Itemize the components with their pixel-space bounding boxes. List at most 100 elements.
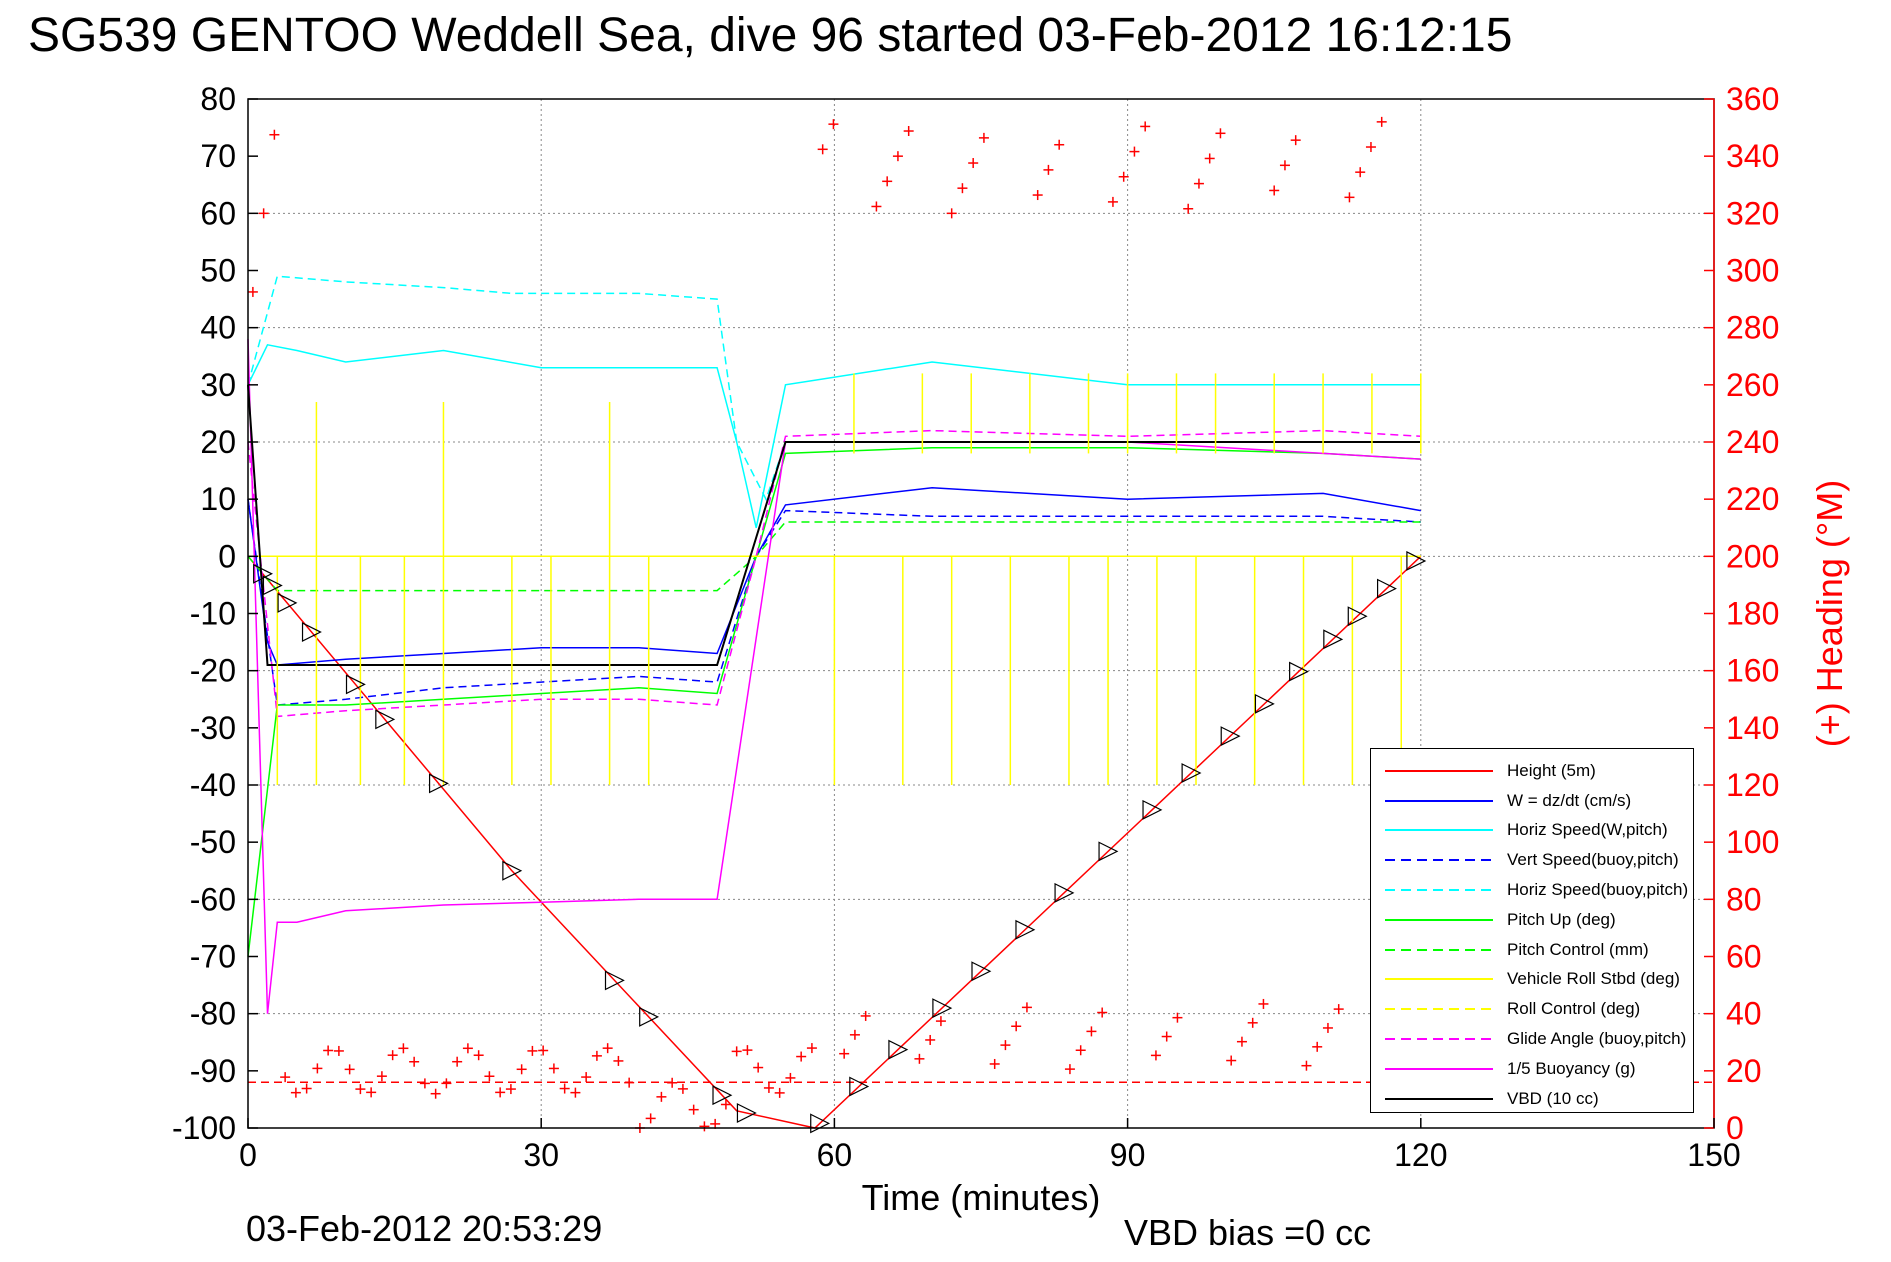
- legend-item: Horiz Speed(W,pitch): [1371, 816, 1693, 846]
- legend-swatch: [1385, 799, 1493, 802]
- y-tick-label-left: -30: [190, 710, 236, 746]
- heading-point: [591, 1050, 602, 1061]
- heading-point: [710, 1118, 721, 1129]
- heading-point: [344, 1064, 355, 1075]
- x-tick-label: 30: [523, 1137, 559, 1173]
- triangle-marker: [1098, 841, 1119, 862]
- y-tick-label-right: 240: [1726, 424, 1779, 460]
- heading-point: [914, 1053, 925, 1064]
- heading-point: [290, 1087, 301, 1098]
- heading-point: [860, 1010, 871, 1021]
- x-axis-label: Time (minutes): [862, 1177, 1101, 1218]
- heading-point: [1290, 135, 1301, 146]
- legend-label: W = dz/dt (cm/s): [1507, 790, 1632, 810]
- y-tick-label-left: 0: [218, 538, 236, 574]
- legend-item: Pitch Up (deg): [1371, 905, 1693, 935]
- y-tick-label-right: 80: [1726, 881, 1762, 917]
- legend-swatch: [1385, 889, 1493, 892]
- heading-point: [1086, 1026, 1097, 1037]
- legend-label: 1/5 Buoyancy (g): [1507, 1058, 1636, 1078]
- series-line-0: [247, 555, 1422, 1129]
- heading-point: [1118, 171, 1129, 182]
- heading-point: [613, 1055, 624, 1066]
- triangle-marker: [1054, 882, 1075, 903]
- y-tick-label-left: -40: [190, 767, 236, 803]
- legend-swatch: [1385, 859, 1493, 862]
- heading-point: [1075, 1045, 1086, 1056]
- heading-point: [247, 286, 258, 297]
- legend-label: Pitch Control (mm): [1507, 939, 1649, 959]
- triangle-marker: [1142, 799, 1163, 820]
- legend-swatch: [1385, 769, 1493, 772]
- heading-point: [376, 1071, 387, 1082]
- heading-point: [1064, 1064, 1075, 1075]
- chart-title: SG539 GENTOO Weddell Sea, dive 96 starte…: [28, 9, 1513, 62]
- heading-point: [796, 1051, 807, 1062]
- heading-point: [301, 1083, 312, 1094]
- ticks: 80706050403020100-10-20-30-40-50-60-70-8…: [172, 81, 1779, 1173]
- y-tick-label-left: -100: [172, 1110, 236, 1146]
- heading-point: [1247, 1017, 1258, 1028]
- heading-point: [957, 183, 968, 194]
- heading-point: [1150, 1050, 1161, 1061]
- heading-point: [774, 1087, 785, 1098]
- heading-point: [462, 1043, 473, 1054]
- heading-point: [903, 126, 914, 137]
- heading-point: [1140, 121, 1151, 132]
- heading-point: [1279, 160, 1290, 171]
- heading-point: [946, 208, 957, 219]
- triangle-marker: [604, 970, 625, 991]
- triangle-marker: [1323, 629, 1344, 650]
- heading-point: [323, 1045, 334, 1056]
- legend-label: Horiz Speed(buoy,pitch): [1507, 880, 1689, 900]
- heading-point: [409, 1056, 420, 1067]
- heading-point: [1258, 998, 1269, 1009]
- heading-point: [473, 1050, 484, 1061]
- y-tick-label-right: 340: [1726, 138, 1779, 174]
- y-tick-label-right: 100: [1726, 824, 1779, 860]
- heading-point: [1021, 1002, 1032, 1013]
- triangle-marker: [262, 575, 283, 596]
- series-line-2: [247, 343, 1421, 528]
- y-axis-right-label: (+) Heading (°M): [1809, 480, 1850, 747]
- y-tick-label-right: 180: [1726, 596, 1779, 632]
- y-tick-label-left: 50: [200, 253, 236, 289]
- heading-point: [538, 1045, 549, 1056]
- triangle-marker: [932, 998, 953, 1019]
- heading-point: [516, 1064, 527, 1075]
- y-tick-label-right: 60: [1726, 939, 1762, 975]
- heading-point: [742, 1045, 753, 1056]
- triangle-marker: [849, 1076, 870, 1097]
- heading-point: [355, 1084, 366, 1095]
- triangle-marker: [1289, 661, 1309, 682]
- heading-point: [280, 1072, 291, 1083]
- heading-point: [581, 1072, 592, 1083]
- y-tick-label-right: 120: [1726, 767, 1779, 803]
- legend-label: Pitch Up (deg): [1507, 909, 1616, 929]
- heading-point: [1183, 203, 1194, 214]
- triangle-marker: [971, 961, 992, 982]
- legend-item: Pitch Control (mm): [1371, 935, 1693, 965]
- x-tick-label: 0: [239, 1137, 257, 1173]
- heading-point: [1269, 185, 1280, 196]
- heading-point: [763, 1082, 774, 1093]
- legend-swatch: [1385, 948, 1493, 951]
- heading-point: [441, 1078, 452, 1089]
- legend-label: Vehicle Roll Stbd (deg): [1507, 969, 1680, 989]
- heading-series: [247, 116, 1419, 1133]
- series-line-4: [247, 275, 1421, 502]
- triangle-marker: [712, 1085, 733, 1106]
- heading-point: [1032, 190, 1043, 201]
- x-tick-label: 120: [1394, 1137, 1447, 1173]
- heading-point: [817, 144, 828, 155]
- footer-date: 03-Feb-2012 20:53:29: [246, 1208, 603, 1249]
- heading-point: [1107, 196, 1118, 207]
- triangle-marker: [502, 860, 523, 881]
- heading-point: [1333, 1004, 1344, 1015]
- legend-item: W = dz/dt (cm/s): [1371, 786, 1693, 816]
- heading-point: [1312, 1041, 1323, 1052]
- heading-point: [828, 119, 839, 130]
- heading-point: [925, 1034, 936, 1045]
- y-tick-label-left: -80: [190, 996, 236, 1032]
